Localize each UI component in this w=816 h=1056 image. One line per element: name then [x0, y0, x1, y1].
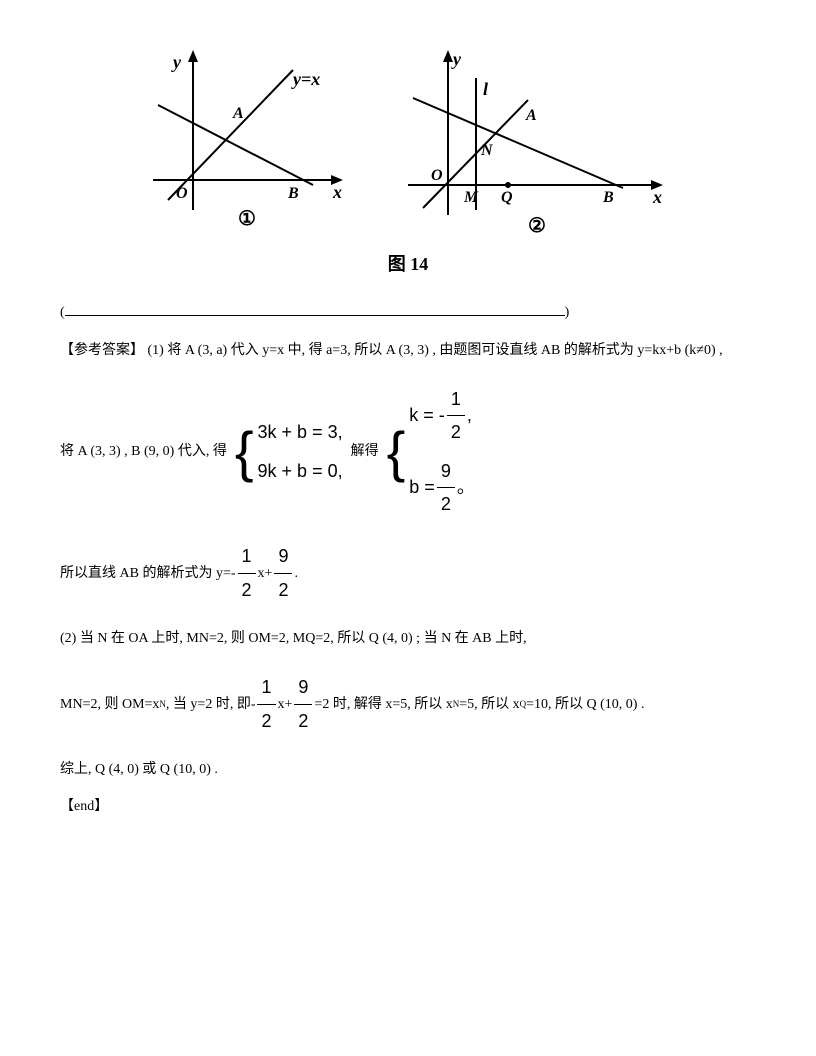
line3-mid: x+ — [258, 561, 273, 586]
fig-r-B: B — [602, 189, 614, 206]
fig-l-line: y=x — [291, 69, 320, 89]
fig-l-y: y — [171, 52, 182, 72]
figure-left: y y=x A O B x ① — [138, 40, 358, 240]
p2b-frac1: 12 — [257, 671, 275, 737]
fig-l-B: B — [287, 185, 299, 202]
answer-part2b: MN=2, 则 OM=xN, 当 y=2 时, 即- 12 x+ 92 =2 时… — [60, 671, 756, 737]
eq-left-row1: 3k + b = 3, — [258, 416, 343, 448]
answer-line3: 所以直线 AB 的解析式为 y=- 12 x+ 92 . — [60, 540, 756, 606]
fig-r-l: l — [483, 79, 488, 99]
eq-left-row2: 9k + b = 0, — [258, 455, 343, 487]
fig-r-O: O — [431, 167, 443, 184]
bracket-blank-line: () — [60, 300, 756, 325]
eq-right-row1: k = - 12 , — [409, 383, 475, 449]
fig-r-y: y — [451, 49, 462, 69]
eq-system-left: { 3k + b = 3, 9k + b = 0, — [235, 416, 343, 487]
figure-caption: 图 14 — [60, 248, 756, 280]
fig-r-M: M — [463, 189, 479, 206]
brace-left-2: { — [387, 424, 406, 480]
line2-mid: 解得 — [351, 439, 379, 464]
fig-r-A: A — [525, 107, 537, 124]
fig-l-x: x — [332, 182, 342, 202]
fig-l-circled: ① — [238, 208, 256, 230]
figure-right-svg: y l A N O M Q B x ② — [398, 40, 678, 240]
answer-part2a: (2) 当 N 在 OA 上时, MN=2, 则 OM=2, MQ=2, 所以 … — [60, 626, 756, 651]
answer-part1-text: (1) 将 A (3, a) 代入 y=x 中, 得 a=3, 所以 A (3,… — [144, 343, 723, 358]
line3-frac2: 92 — [274, 540, 292, 606]
p2b-frac2: 92 — [294, 671, 312, 737]
line3-end: . — [294, 561, 298, 586]
eq-right-row2: b = 92 。 — [409, 455, 475, 521]
figure-right: y l A N O M Q B x ② — [398, 40, 678, 240]
answer-end: 【end】 — [60, 794, 756, 819]
figure-row: y y=x A O B x ① y l A — [60, 40, 756, 240]
answer-part1: 【参考答案】 (1) 将 A (3, a) 代入 y=x 中, 得 a=3, 所… — [60, 338, 756, 363]
fig-l-O: O — [176, 185, 188, 202]
line3-lead: 所以直线 AB 的解析式为 y=- — [60, 561, 236, 586]
figure-left-svg: y y=x A O B x ① — [138, 40, 358, 230]
fig-r-circled: ② — [528, 215, 546, 237]
answer-line2: 将 A (3, 3) , B (9, 0) 代入, 得 { 3k + b = 3… — [60, 383, 756, 521]
line2-lead: 将 A (3, 3) , B (9, 0) 代入, 得 — [60, 439, 227, 464]
brace-left-1: { — [235, 424, 254, 480]
answer-label: 【参考答案】 — [60, 343, 144, 358]
fig-r-N: N — [480, 142, 494, 159]
fig-r-x: x — [652, 187, 662, 207]
line3-frac1: 12 — [238, 540, 256, 606]
fig-r-Q: Q — [501, 189, 513, 206]
answer-conclusion: 综上, Q (4, 0) 或 Q (10, 0) . — [60, 757, 756, 782]
fig-l-A: A — [232, 105, 244, 122]
eq-system-right: { k = - 12 , b = 92 。 — [387, 383, 475, 521]
